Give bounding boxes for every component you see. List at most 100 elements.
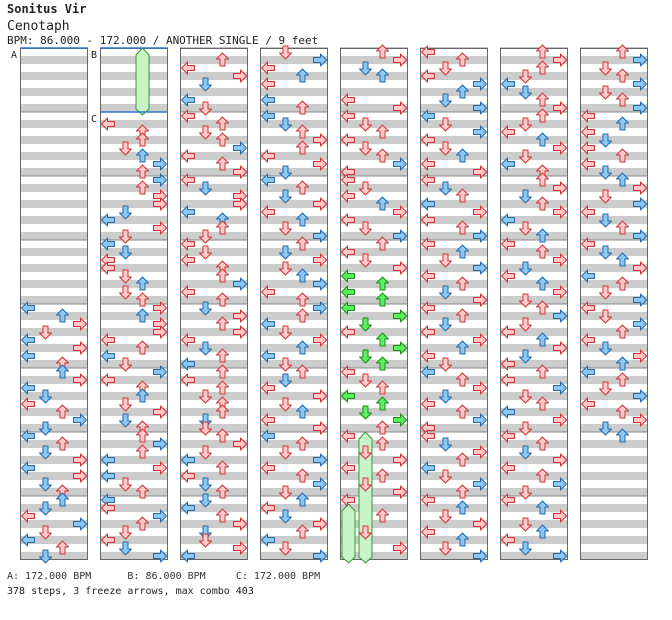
step-arrow xyxy=(199,533,212,548)
grid-stripe xyxy=(260,344,328,352)
step-arrow xyxy=(199,301,212,316)
step-arrow xyxy=(119,285,132,300)
step-arrow xyxy=(233,165,247,179)
step-arrow xyxy=(153,437,167,451)
step-arrow xyxy=(473,445,487,459)
step-arrow xyxy=(233,197,247,211)
grid-stripe xyxy=(20,552,88,560)
grid-stripe xyxy=(340,168,408,176)
step-arrow xyxy=(119,477,132,492)
step-arrow xyxy=(341,429,355,443)
step-arrow xyxy=(519,349,532,364)
step-arrow xyxy=(456,500,469,515)
grid-stripe xyxy=(100,424,168,432)
step-arrow xyxy=(56,436,69,451)
step-arrow xyxy=(216,220,229,235)
step-arrow xyxy=(73,469,87,483)
grid-stripe xyxy=(500,232,568,240)
grid-stripe xyxy=(20,216,88,224)
step-arrow xyxy=(359,349,372,364)
grid-stripe xyxy=(500,120,568,128)
freeze-arrow xyxy=(135,47,150,116)
grid-stripe xyxy=(420,232,488,240)
step-arrow xyxy=(376,276,389,291)
step-arrow xyxy=(153,365,167,379)
grid-stripe xyxy=(500,552,568,560)
step-arrow xyxy=(519,189,532,204)
grid-stripe xyxy=(180,312,248,320)
grid-stripe xyxy=(100,536,168,544)
step-arrow xyxy=(581,125,595,139)
grid-stripe xyxy=(180,152,248,160)
step-arrow xyxy=(279,373,292,388)
grid-stripe xyxy=(420,136,488,144)
grid-stripe xyxy=(100,56,168,64)
grid-stripe xyxy=(580,184,648,192)
step-arrow xyxy=(261,413,275,427)
step-arrow xyxy=(233,541,247,555)
grid-stripe xyxy=(180,392,248,400)
step-arrow xyxy=(216,484,229,499)
step-arrow xyxy=(101,333,115,347)
step-arrow xyxy=(216,404,229,419)
step-arrow xyxy=(153,405,167,419)
step-arrow xyxy=(21,461,35,475)
step-arrow xyxy=(181,501,195,515)
step-arrow xyxy=(153,197,167,211)
grid-stripe xyxy=(100,200,168,208)
step-arrow xyxy=(359,61,372,76)
step-arrow xyxy=(136,164,149,179)
grid-stripe xyxy=(100,152,168,160)
step-arrow xyxy=(359,221,372,236)
step-arrow xyxy=(296,100,309,115)
step-arrow xyxy=(599,85,612,100)
step-arrow xyxy=(313,477,327,491)
step-arrow xyxy=(581,205,595,219)
step-arrow xyxy=(439,93,452,108)
grid-stripe xyxy=(20,408,88,416)
step-arrow xyxy=(421,429,435,443)
step-arrow xyxy=(536,364,549,379)
grid-stripe xyxy=(500,216,568,224)
step-arrow xyxy=(119,413,132,428)
grid-stripe xyxy=(500,168,568,176)
step-arrow xyxy=(261,381,275,395)
grid-stripe xyxy=(100,120,168,128)
grid-stripe xyxy=(180,136,248,144)
chart-column xyxy=(180,47,248,560)
grid-stripe xyxy=(500,456,568,464)
grid-stripe xyxy=(580,296,648,304)
step-arrow xyxy=(136,444,149,459)
step-arrow xyxy=(136,428,149,443)
grid-stripe xyxy=(180,456,248,464)
grid-stripe xyxy=(340,88,408,96)
step-arrow xyxy=(553,477,567,491)
grid-stripe xyxy=(340,264,408,272)
step-arrow xyxy=(359,477,372,492)
step-arrow xyxy=(519,317,532,332)
step-arrow xyxy=(519,261,532,276)
grid-stripe xyxy=(180,104,248,112)
column-border xyxy=(500,48,568,560)
step-arrow xyxy=(296,364,309,379)
grid-stripe xyxy=(180,408,248,416)
step-arrow xyxy=(616,324,629,339)
step-arrow xyxy=(119,357,132,372)
step-arrow xyxy=(296,124,309,139)
step-arrow xyxy=(616,276,629,291)
grid-stripe xyxy=(340,296,408,304)
grid-stripe xyxy=(100,168,168,176)
grid-stripe xyxy=(20,456,88,464)
grid-stripe xyxy=(500,264,568,272)
step-arrow xyxy=(181,93,195,107)
step-arrow xyxy=(279,117,292,132)
grid-stripe xyxy=(100,392,168,400)
step-arrow xyxy=(153,301,167,315)
step-arrow xyxy=(581,301,595,315)
step-arrow xyxy=(261,205,275,219)
grid-stripe xyxy=(420,88,488,96)
bpm-legend-a: A: 172.000 BPM xyxy=(7,571,92,582)
step-arrow xyxy=(153,221,167,235)
step-arrow xyxy=(421,301,435,315)
grid-stripe xyxy=(500,312,568,320)
